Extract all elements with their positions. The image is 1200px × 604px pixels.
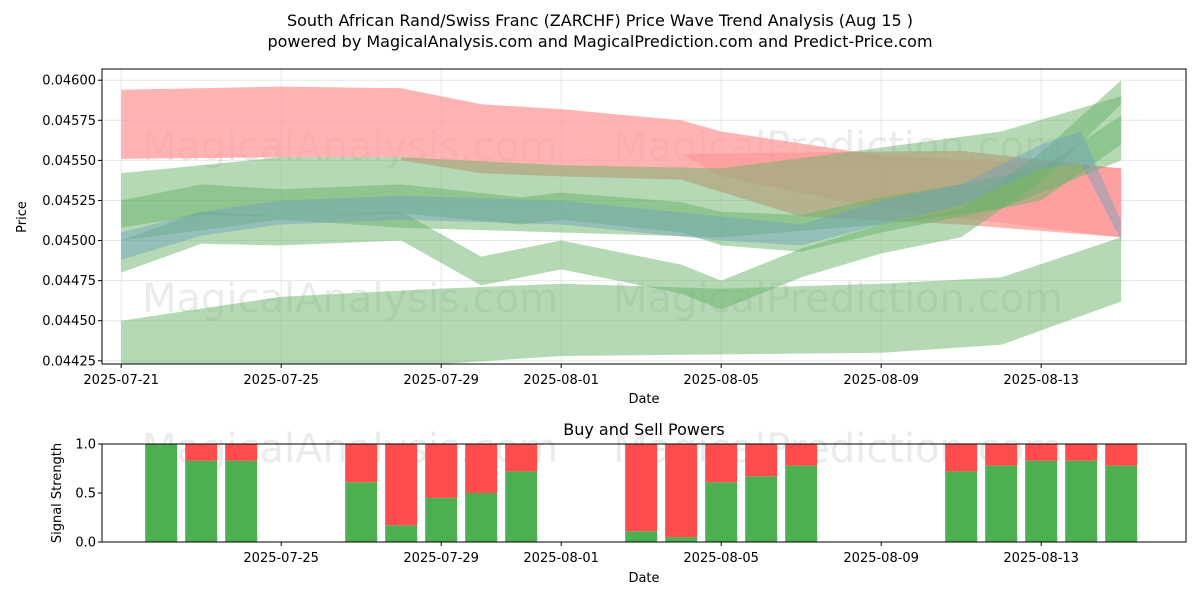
buy-bar [985,465,1018,542]
sell-bar [1105,444,1138,466]
buy-bar [1105,465,1138,542]
buy-bar [705,482,738,542]
buy-bar [465,493,498,542]
buy-bar [745,476,778,542]
sell-bar [505,444,538,472]
sell-bar [665,444,698,538]
y-tick-label: 1.0 [75,438,96,453]
price-y-axis-label: Price [15,201,30,233]
signal-y-axis: 0.0 0.5 1.0 [75,438,102,551]
buy-bar [625,531,658,542]
signal-x-axis-label: Date [628,571,659,586]
sell-bar [385,444,418,526]
x-tick-label: 2025-08-13 [1003,551,1079,566]
signal-panel: Buy and Sell Powers MagicalAnalysis.com … [50,420,1187,586]
sell-bar [625,444,658,532]
sell-bar [1025,444,1058,461]
sell-bar [345,444,378,483]
buy-bar [1065,460,1098,542]
buy-bar [785,465,818,542]
y-tick-label: 0.04450 [42,314,96,329]
sell-bar [785,444,818,466]
buy-bar [225,460,258,542]
x-tick-label: 2025-08-05 [683,551,759,566]
buy-bar [1025,460,1058,542]
price-y-axis: 0.04425 0.04450 0.04475 0.04500 0.04525 0.045… [42,74,102,369]
signal-y-axis-label: Signal Strength [50,443,65,543]
sell-bar [465,444,498,493]
y-tick-label: 0.5 [75,487,96,502]
y-tick-label: 0.04600 [42,74,96,89]
sell-bar [745,444,778,477]
buy-bar [505,471,538,542]
signal-chart-title: Buy and Sell Powers [563,420,725,439]
price-plot-frame [101,68,1187,365]
y-tick-label: 0.04550 [42,154,96,169]
buy-bar [665,537,698,542]
signal-bars [145,444,1138,542]
buy-bar [385,525,418,542]
sell-bar [705,444,738,483]
x-tick-label: 2025-08-01 [523,551,599,566]
price-panel: MagicalAnalysis.com MagicalPrediction.co… [15,68,1187,407]
price-band-green [121,115,1122,252]
buy-bar [145,444,178,542]
price-band-green [121,237,1122,364]
sell-bar [1065,444,1098,461]
y-tick-label: 0.04575 [42,114,96,129]
x-tick-label: 2025-07-29 [403,373,479,388]
x-tick-label: 2025-07-25 [243,373,319,388]
x-tick-label: 2025-07-25 [243,551,319,566]
y-tick-label: 0.04525 [42,194,96,209]
sell-bar [185,444,218,461]
y-tick-label: 0.04425 [42,354,96,369]
y-tick-label: 0.0 [75,536,96,551]
x-tick-label: 2025-08-01 [523,373,599,388]
y-tick-label: 0.04500 [42,234,96,249]
x-tick-label: 2025-08-09 [843,373,919,388]
buy-bar [185,460,218,542]
sell-bar [985,444,1018,466]
sell-bar [425,444,458,498]
x-tick-label: 2025-08-09 [843,551,919,566]
price-band-blue [121,131,1122,260]
x-tick-label: 2025-08-05 [683,373,759,388]
signal-x-axis: 2025-07-25 2025-07-29 2025-08-01 2025-08-05… [243,542,1079,566]
chart-title: South African Rand/Swiss Franc (ZARCHF) … [287,11,913,30]
chart-subtitle: powered by MagicalAnalysis.com and Magic… [267,32,932,51]
buy-bar [945,471,978,542]
x-tick-label: 2025-08-13 [1003,373,1079,388]
price-x-axis-label: Date [628,392,659,407]
price-x-axis: 2025-07-21 2025-07-25 2025-07-29 2025-08-01… [83,364,1079,388]
price-band-green [121,80,1122,310]
sell-bar [225,444,258,461]
buy-bar [425,497,458,542]
sell-bar [945,444,978,472]
buy-bar [345,482,378,542]
price-bands [121,80,1122,364]
y-tick-label: 0.04475 [42,274,96,289]
x-tick-label: 2025-07-21 [83,373,159,388]
x-tick-label: 2025-07-29 [403,551,479,566]
